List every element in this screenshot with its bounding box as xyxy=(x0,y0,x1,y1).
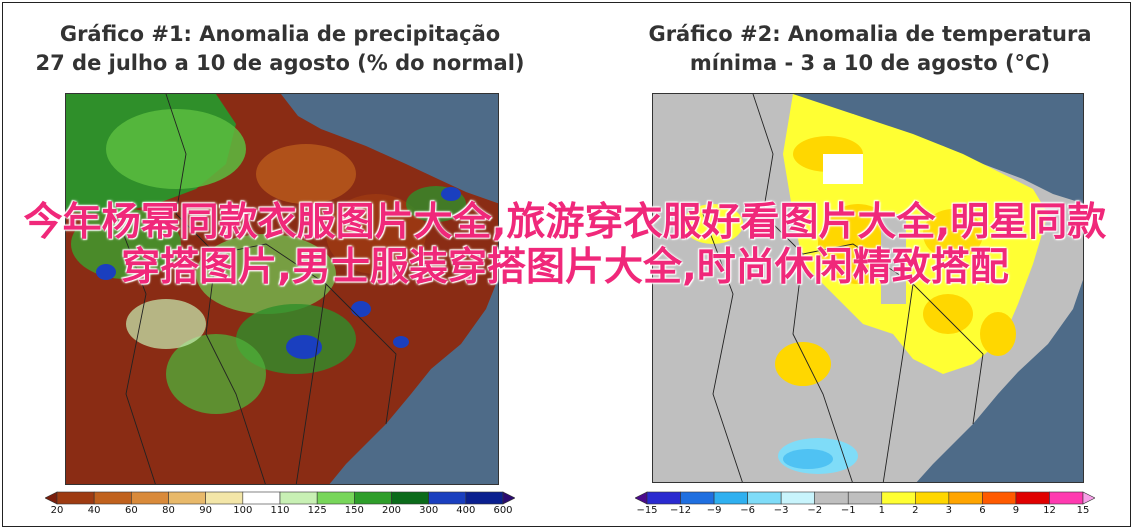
precipitation-colorbar-segment xyxy=(168,491,206,505)
precipitation-colorbar xyxy=(45,491,515,505)
precipitation-colorbar-tick-label: 100 xyxy=(233,505,253,516)
precipitation-colorbar-segment xyxy=(93,491,132,505)
precipitation-colorbar-segment xyxy=(465,491,504,505)
precipitation-colorbar-segment xyxy=(279,491,318,505)
temperature-colorbar-tick-label: 9 xyxy=(1012,505,1020,516)
temperature-colorbar-tick-label: −12 xyxy=(669,505,692,516)
precipitation-colorbar-tick-label: 150 xyxy=(344,505,364,516)
precipitation-colorbar-tick-label: 40 xyxy=(87,505,101,516)
temperature-colorbar-max-arrow xyxy=(1082,491,1095,505)
temperature-colorbar-segment xyxy=(847,491,883,505)
precipitation-colorbar-segment xyxy=(205,491,244,505)
temperature-colorbar-segment xyxy=(881,491,916,505)
temperature-colorbar xyxy=(635,491,1095,505)
panel1-title-line2: 27 de julho a 10 de agosto (% do normal) xyxy=(35,51,525,75)
overlay-caption: 今年杨幂同款衣服图片大全,旅游穿衣服好看图片大全,明星同款穿搭图片,男士服装穿搭… xyxy=(23,200,1107,290)
temperature-colorbar-segment xyxy=(646,491,681,505)
precipitation-colorbar-segment xyxy=(354,491,392,505)
temperature-colorbar-segment xyxy=(1049,491,1084,505)
precipitation-colorbar-min-arrow xyxy=(45,491,58,505)
precipitation-map-graphic xyxy=(66,94,498,484)
temperature-colorbar-segment xyxy=(747,491,782,505)
precipitation-colorbar-tick-label: 110 xyxy=(270,505,290,516)
precipitation-colorbar-segment xyxy=(428,491,467,505)
precipitation-colorbar-tick-label: 400 xyxy=(456,505,476,516)
precipitation-colorbar-segment xyxy=(131,491,169,505)
temperature-colorbar-tick-label: 2 xyxy=(912,505,919,516)
panel1-title-line1: Gráfico #1: Anomalia de precipitação xyxy=(59,22,501,46)
temperature-colorbar-tick-label: 6 xyxy=(979,505,986,516)
precipitation-colorbar-segment xyxy=(316,491,355,505)
precipitation-colorbar-tick-label: 60 xyxy=(124,505,138,516)
temperature-colorbar-tick-label: 12 xyxy=(1043,505,1056,516)
precipitation-colorbar-tick-label: 80 xyxy=(162,505,175,516)
panel2-title-line2: mínima - 3 a 10 de agosto (°C) xyxy=(689,51,1051,75)
precipitation-map xyxy=(65,93,499,485)
temperature-map-graphic xyxy=(653,94,1083,482)
temperature-colorbar-min-arrow xyxy=(635,491,648,505)
precipitation-colorbar-tick-label: 300 xyxy=(419,505,439,516)
temperature-colorbar-tick-label: −9 xyxy=(706,505,722,516)
precipitation-colorbar-tick-label: 200 xyxy=(381,505,402,516)
temperature-colorbar-segment xyxy=(713,491,748,505)
precipitation-colorbar-tick-label: 125 xyxy=(307,505,327,516)
temperature-colorbar-tick-label: −1 xyxy=(840,505,856,516)
temperature-colorbar-segment xyxy=(915,491,950,505)
temperature-colorbar-segment xyxy=(1015,491,1050,505)
temperature-colorbar-tick-label: 3 xyxy=(945,505,953,516)
temperature-colorbar-segment xyxy=(814,491,849,505)
precipitation-colorbar-segment xyxy=(56,491,95,505)
precipitation-colorbar-tick-label: 20 xyxy=(50,505,64,516)
precipitation-colorbar-tick-label: 600 xyxy=(493,505,513,516)
temperature-colorbar-tick-label: −3 xyxy=(773,505,789,516)
temperature-colorbar-tick-label: 15 xyxy=(1076,505,1090,516)
temperature-colorbar-segment xyxy=(982,491,1017,505)
temperature-colorbar-tick-label: −15 xyxy=(636,505,658,516)
panel2-title-line1: Gráfico #2: Anomalia de temperatura xyxy=(648,22,1092,46)
precipitation-colorbar-segment xyxy=(391,491,429,505)
precipitation-colorbar-max-arrow xyxy=(502,491,515,505)
temperature-colorbar-tick-label: 1 xyxy=(878,505,885,516)
temperature-colorbar-segment xyxy=(780,491,815,505)
temperature-colorbar-segment xyxy=(948,491,983,505)
temperature-colorbar-tick-label: −6 xyxy=(740,505,755,516)
temperature-colorbar-tick-label: −2 xyxy=(807,505,823,516)
precipitation-colorbar-segment xyxy=(242,491,281,505)
temperature-map xyxy=(652,93,1084,483)
precipitation-colorbar-tick-label: 90 xyxy=(199,505,213,516)
temperature-colorbar-segment xyxy=(680,491,715,505)
